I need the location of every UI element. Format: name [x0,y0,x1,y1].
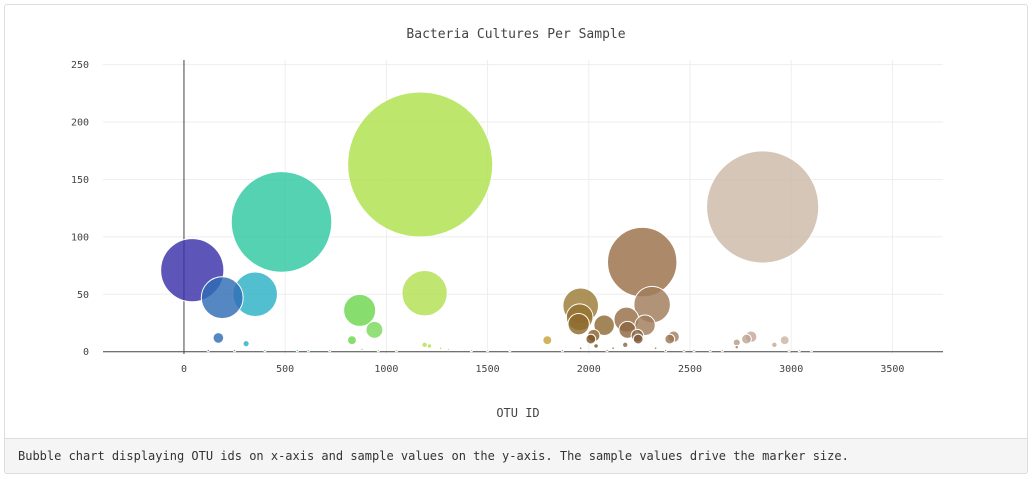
x-tick-label: 0 [181,364,187,375]
y-tick-label: 150 [71,175,89,186]
bubble-marker[interactable] [365,320,384,339]
bubble-marker[interactable] [327,348,332,353]
bubble-marker[interactable] [421,341,428,348]
y-tick-label: 200 [71,118,89,129]
bubble-marker[interactable] [734,344,740,350]
bubble-marker[interactable] [720,348,725,353]
bubble-marker[interactable] [508,348,512,353]
x-tick-label: 3000 [779,364,803,375]
y-tick-label: 100 [71,232,89,243]
bubble-marker[interactable] [446,347,451,352]
bubble-marker[interactable] [593,314,615,337]
bubble-marker[interactable] [741,333,752,345]
y-tick-label: 250 [71,60,89,71]
chart-description: Bubble chart displaying OTU ids on x-axi… [5,438,1027,473]
x-tick-label: 1500 [476,364,500,375]
bubble-marker[interactable] [401,269,448,317]
bubble-marker[interactable] [360,347,364,352]
x-tick-label: 3500 [880,364,904,375]
bubble-marker[interactable] [607,226,678,298]
bubble-marker[interactable] [622,341,629,348]
bubble-marker[interactable] [206,348,210,353]
bubble-marker[interactable] [343,293,377,327]
x-tick-label: 1000 [374,364,398,375]
y-tick-label: 0 [83,347,89,358]
x-axis-title: OTU ID [496,406,539,420]
bubble-marker[interactable] [232,348,237,353]
bubble-marker[interactable] [692,348,696,353]
chart-area: 0 500 1000 1500 2000 2500 3000 3500 0 50 100 150 200… [5,5,1027,438]
bubble-marker[interactable] [653,346,658,351]
bubble-marker[interactable] [295,348,300,353]
x-tick-label: 500 [276,364,294,375]
bubble-marker[interactable] [706,150,820,264]
bubble-marker[interactable] [664,333,676,345]
bubble-marker[interactable] [469,348,474,353]
x-tick-label: 2500 [678,364,702,375]
bubble-marker[interactable] [376,348,380,353]
y-tick-label: 50 [77,290,89,301]
bubble-marker[interactable] [485,348,490,353]
bubble-marker[interactable] [263,348,267,353]
bubble-marker[interactable] [438,346,443,351]
chart-panel: 0 500 1000 1500 2000 2500 3000 3500 0 50 100 150 200… [4,4,1028,474]
bubble-marker[interactable] [306,348,311,353]
bubble-marker[interactable] [682,348,686,353]
bubble-marker[interactable] [771,341,778,348]
bubble-marker[interactable] [426,343,433,349]
bubble-marker[interactable] [578,346,583,351]
bubble-marker[interactable] [593,343,599,349]
bubble-marker[interactable] [663,348,668,353]
bubble-marker[interactable] [632,333,644,345]
bubble-marker[interactable] [347,335,357,346]
bubble-marker[interactable] [611,346,615,351]
axes: 0 500 1000 1500 2000 2500 3000 3500 0 50 100 150 200… [71,60,943,375]
bubble-marker[interactable] [394,348,399,353]
bubble-marker[interactable] [809,348,814,353]
bubble-marker[interactable] [242,340,250,348]
bubble-marker[interactable] [212,332,225,344]
bubble-marker[interactable] [560,348,565,353]
bubble-marker[interactable] [585,333,597,345]
bubble-marker[interactable] [567,312,590,336]
bubbles[interactable] [160,91,820,353]
bubble-marker[interactable] [542,335,553,346]
bubble-marker[interactable] [797,348,801,353]
x-tick-label: 2000 [577,364,601,375]
bubble-marker[interactable] [605,348,609,353]
bubble-marker[interactable] [787,348,791,353]
bubble-marker[interactable] [230,171,333,273]
bubble-marker[interactable] [347,91,494,238]
bubble-chart: 0 500 1000 1500 2000 2500 3000 3500 0 50 100 150 200… [71,27,943,420]
bubble-marker[interactable] [200,276,244,320]
bubble-marker[interactable] [708,348,712,353]
chart-title: Bacteria Cultures Per Sample [406,27,625,42]
bubble-marker[interactable] [779,335,790,346]
